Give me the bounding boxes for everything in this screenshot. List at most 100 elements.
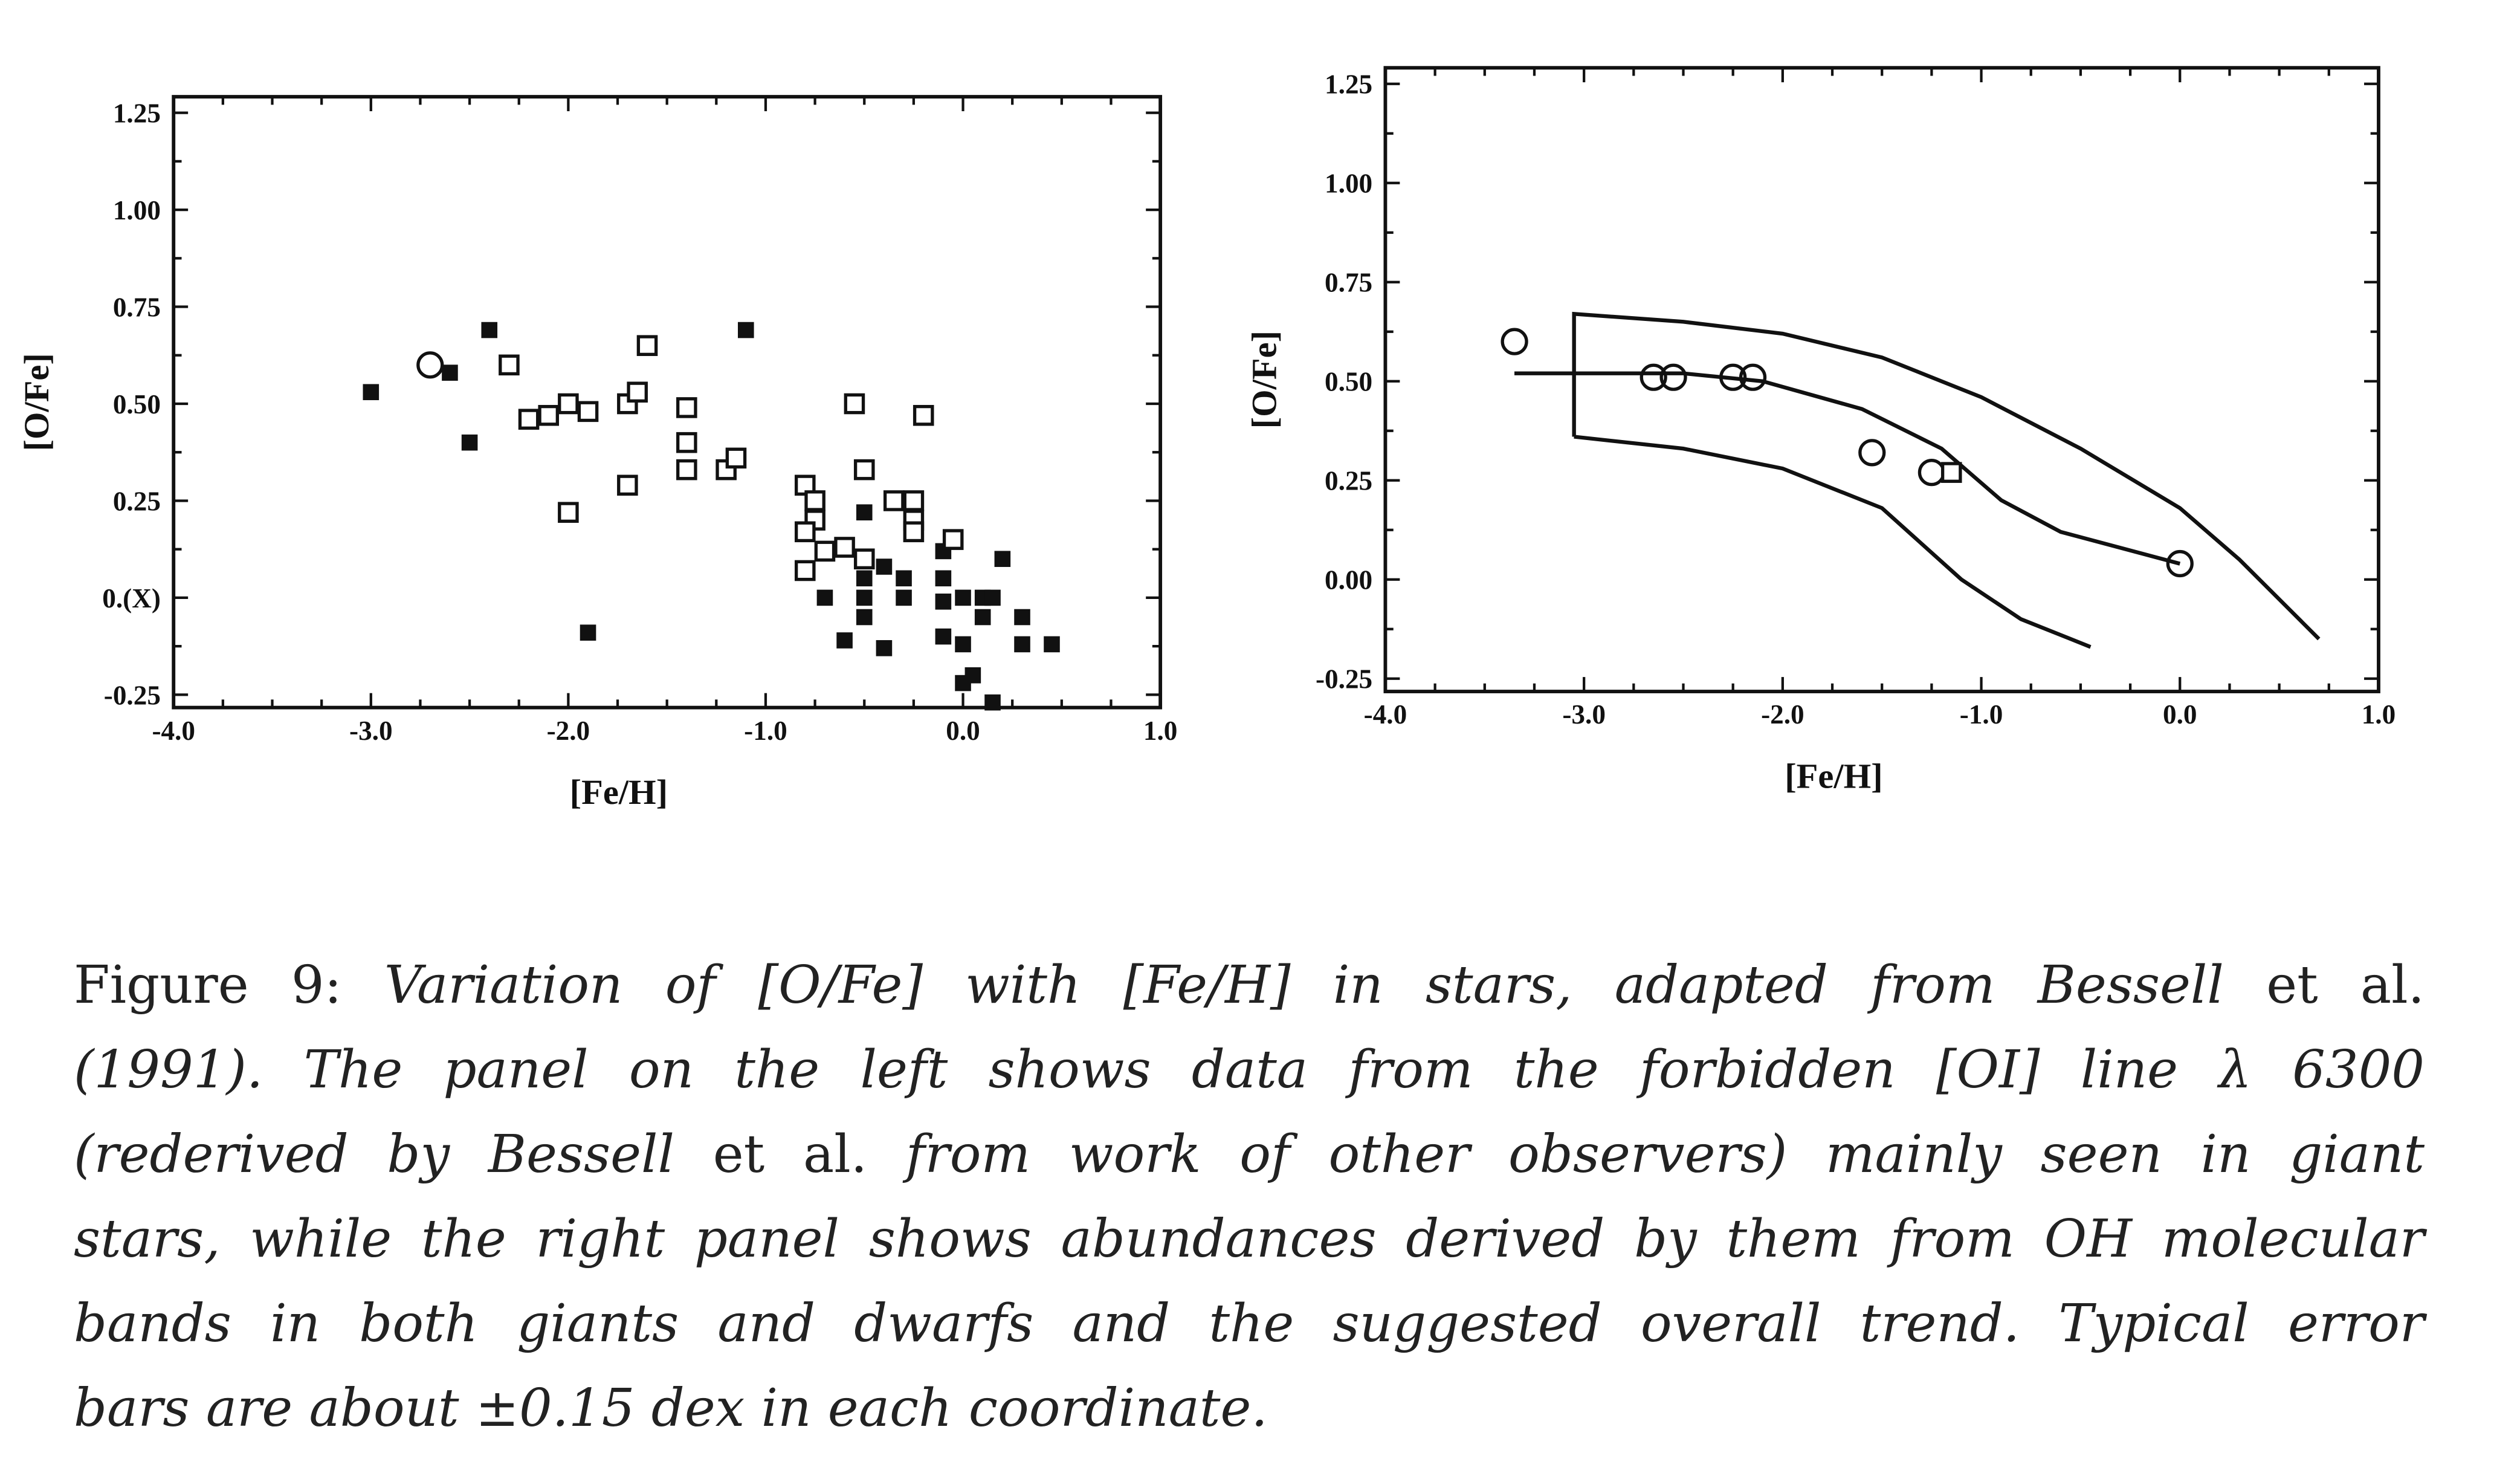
filled-square-point bbox=[442, 364, 458, 381]
caption-line: Figure 9: Variation of [O/Fe] with [Fe/H… bbox=[74, 943, 2425, 1028]
y-tick-label: 1.25 bbox=[1325, 70, 1372, 100]
x-tick-label: 0.0 bbox=[946, 716, 980, 746]
open-square-point bbox=[844, 393, 865, 415]
x-tick-label: -1.0 bbox=[744, 716, 787, 746]
filled-square-point bbox=[876, 558, 893, 575]
open-square-point bbox=[794, 521, 816, 543]
plot-frame bbox=[172, 95, 1163, 710]
x-tick-label: -1.0 bbox=[1960, 699, 2003, 730]
y-tick-label: 0.75 bbox=[113, 293, 161, 323]
filled-square-point bbox=[935, 628, 952, 645]
y-tick-label: 1.00 bbox=[113, 195, 161, 225]
filled-square-point bbox=[994, 551, 1011, 568]
open-circle-point bbox=[1917, 459, 1945, 487]
y-tick-label: -0.25 bbox=[1316, 664, 1372, 694]
filled-square-point bbox=[1014, 609, 1030, 626]
open-square-point bbox=[725, 447, 747, 469]
open-circle-point bbox=[416, 351, 444, 379]
caption-text: from work of other observers) mainly see… bbox=[905, 1124, 2425, 1185]
caption-line: stars, while the right panel shows abund… bbox=[74, 1209, 2425, 1269]
band-upper-line bbox=[1572, 311, 2321, 641]
band-lower-line bbox=[1574, 435, 2092, 649]
x-tick-label: -4.0 bbox=[152, 716, 195, 746]
filled-square-point bbox=[896, 570, 912, 587]
open-square-point bbox=[676, 432, 697, 453]
filled-square-point bbox=[580, 624, 596, 641]
open-square-point bbox=[903, 521, 925, 543]
trend-line bbox=[1514, 371, 2181, 566]
x-tick-label: -2.0 bbox=[547, 716, 590, 746]
caption-line: (1991). The panel on the left shows data… bbox=[74, 1040, 2425, 1100]
open-square-point bbox=[834, 537, 855, 558]
filled-square-point bbox=[856, 504, 873, 521]
open-square-point bbox=[558, 502, 579, 523]
open-square-point bbox=[853, 459, 875, 481]
open-circle-point bbox=[1501, 328, 1528, 355]
open-square-point bbox=[627, 381, 648, 403]
y-tick-label: 0.00 bbox=[1325, 565, 1372, 595]
filled-square-point bbox=[955, 636, 971, 653]
filled-square-point bbox=[738, 322, 754, 338]
filled-square-point bbox=[856, 589, 873, 606]
x-tick-label: -2.0 bbox=[1761, 699, 1804, 730]
x-tick-label: 0.0 bbox=[2163, 699, 2197, 730]
filled-square-point bbox=[461, 434, 478, 451]
y-tick-label: 0.(X) bbox=[102, 583, 161, 613]
filled-square-point bbox=[935, 594, 952, 610]
open-square-point bbox=[1940, 462, 1962, 483]
y-tick-label: 0.75 bbox=[1325, 268, 1372, 298]
filled-square-point bbox=[836, 632, 853, 649]
open-square-point bbox=[538, 404, 560, 426]
y-tick-label: 0.50 bbox=[113, 389, 161, 419]
left-panel-oi-line: -4.0 -3.0 -2.0 -1.0 0.0 1.0 1.25 1.00 0.75 0.50 0.… bbox=[17, 95, 1177, 812]
filled-square-point bbox=[984, 694, 1001, 711]
filled-square-point bbox=[984, 589, 1001, 606]
filled-square-point bbox=[955, 675, 971, 691]
open-circle-point bbox=[1858, 439, 1886, 467]
open-square-point bbox=[883, 490, 905, 511]
x-tick-label: -4.0 bbox=[1364, 699, 1407, 730]
filled-square-point bbox=[856, 570, 873, 587]
filled-square-point bbox=[896, 589, 912, 606]
open-square-point bbox=[804, 490, 825, 511]
y-tick-label: 1.00 bbox=[1325, 169, 1372, 199]
open-square-point bbox=[814, 540, 836, 562]
filled-square-point bbox=[363, 384, 380, 401]
open-square-point bbox=[903, 490, 925, 511]
y-tick-label: 1.25 bbox=[113, 99, 161, 129]
open-circle-point bbox=[1719, 363, 1747, 391]
filled-square-point bbox=[816, 589, 833, 606]
open-circle-point bbox=[1739, 363, 1767, 391]
y-tick-label: 0.25 bbox=[1325, 466, 1372, 496]
open-square-point bbox=[636, 335, 658, 357]
open-square-point bbox=[558, 393, 579, 415]
caption-line: bands in both giants and dwarfs and the … bbox=[74, 1293, 2425, 1354]
caption-line: (rederived by Bessell et al. from work o… bbox=[74, 1112, 2425, 1197]
caption-text: Variation of [O/Fe] with [Fe/H] in stars… bbox=[384, 955, 2224, 1015]
filled-square-point bbox=[935, 570, 952, 587]
open-square-point bbox=[577, 401, 599, 422]
open-square-point bbox=[853, 548, 875, 570]
caption-line: bars are about ±0.15 dex in each coordin… bbox=[74, 1378, 1268, 1439]
y-tick-label: 0.50 bbox=[1325, 367, 1372, 397]
x-tick-label: -3.0 bbox=[349, 716, 393, 746]
open-square-point bbox=[518, 409, 540, 430]
y-tick-label: -0.25 bbox=[104, 680, 161, 710]
right-panel-oh-bands: -4.0 -3.0 -2.0 -1.0 0.0 1.0 1.25 1.00 0.75 0.50 0.… bbox=[1245, 66, 2396, 796]
y-axis-label: [O/Fe] bbox=[17, 353, 56, 451]
caption-text: et al. bbox=[712, 1124, 868, 1185]
filled-square-point bbox=[1014, 636, 1030, 653]
y-tick-label: 0.25 bbox=[113, 486, 161, 516]
open-circle-point bbox=[1640, 363, 1667, 391]
filled-square-point bbox=[481, 322, 498, 338]
x-axis-label: [Fe/H] bbox=[1785, 757, 1882, 796]
filled-square-point bbox=[974, 609, 991, 626]
open-square-point bbox=[942, 529, 964, 550]
caption-text: (rederived by Bessell bbox=[74, 1124, 675, 1185]
open-square-point bbox=[617, 474, 638, 496]
figure-label: Figure 9: bbox=[74, 955, 342, 1015]
figure-caption: Figure 9: Variation of [O/Fe] with [Fe/H… bbox=[74, 943, 2425, 1451]
filled-square-point bbox=[856, 609, 873, 626]
open-circle-point bbox=[2166, 549, 2194, 578]
